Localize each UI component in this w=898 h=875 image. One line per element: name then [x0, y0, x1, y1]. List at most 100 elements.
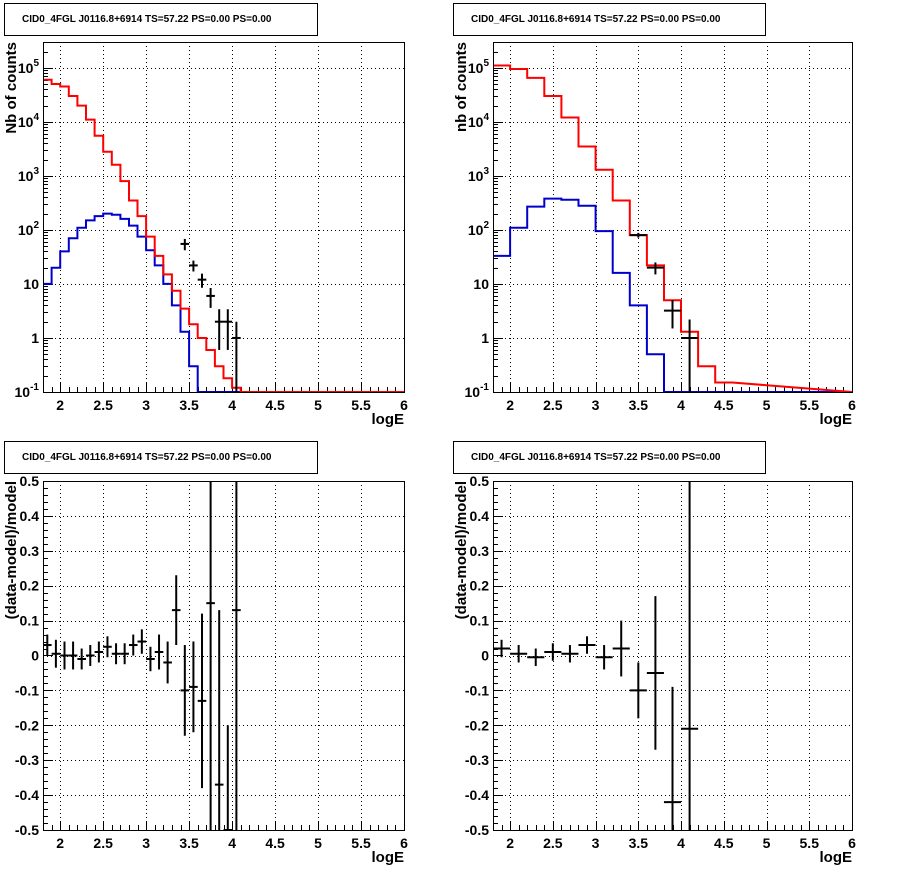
x-tick-label: 5	[314, 397, 322, 413]
y-tick-label: -0.2	[465, 717, 489, 733]
grid	[43, 481, 404, 830]
minor-ticks	[43, 42, 405, 393]
residual-point	[171, 575, 181, 646]
x-tick-label: 5.5	[800, 835, 820, 851]
x-tick-label: 4	[228, 397, 236, 413]
total-model-histogram	[493, 64, 853, 393]
y-tick-label: -0.3	[465, 752, 489, 768]
data-point	[629, 232, 647, 238]
x-tick-label: 4.5	[265, 835, 285, 851]
y-tick-label: 0.2	[20, 578, 40, 594]
y-tick-label: 0.3	[470, 543, 490, 559]
residual-point	[578, 636, 596, 654]
x-tick-label: 3.5	[629, 397, 649, 413]
data-point	[646, 262, 664, 275]
y-tick-label: 103	[18, 166, 40, 184]
data-point	[214, 309, 224, 350]
y-tick-label: -0.4	[465, 787, 489, 803]
source-model-histogram	[493, 197, 852, 393]
data-point	[663, 300, 682, 329]
y-tick-label: 0	[31, 648, 39, 664]
x-tick-label: 5.5	[351, 835, 371, 851]
x-tick-label: 2.5	[543, 397, 563, 413]
x-tick-label: 5.5	[800, 397, 820, 413]
y-tick-label: 0.1	[20, 613, 40, 629]
x-tick-label: 5	[763, 397, 771, 413]
y-tick-label: 1	[481, 330, 489, 346]
x-tick-label: 2.5	[93, 835, 113, 851]
title-box	[4, 3, 318, 36]
x-tick-label: 6	[400, 835, 408, 851]
x-tick-label: 4.5	[714, 835, 734, 851]
residual-point	[180, 645, 190, 736]
grid	[493, 42, 852, 392]
residual-point	[544, 643, 562, 661]
chart-title: CID0_4FGL J0116.8+6914 TS=57.22 PS=0.00 …	[471, 14, 721, 25]
x-tick-label: 6	[848, 835, 856, 851]
y-tick-label: -0.5	[15, 822, 39, 838]
residual-point	[60, 641, 69, 670]
title-box	[4, 441, 318, 474]
y-tick-label: 104	[468, 112, 490, 130]
total-model-histogram	[43, 78, 404, 393]
y-tick-label: 10	[23, 276, 39, 292]
residual-point	[629, 662, 647, 719]
residual-point	[561, 645, 579, 663]
x-tick-label: 2	[506, 835, 514, 851]
data-point	[223, 309, 233, 350]
residual-point	[527, 648, 545, 666]
y-tick-label: -0.4	[15, 787, 39, 803]
plot-frame	[43, 481, 405, 831]
chart-panel-1: CID0_4FGL J0116.8+6914 TS=57.22 PS=0.00 …	[3, 3, 408, 428]
residual-point	[146, 646, 155, 672]
x-tick-label: 5	[314, 835, 322, 851]
x-tick-label: 2	[56, 397, 64, 413]
residual-point	[120, 643, 129, 665]
residual-point	[111, 643, 121, 665]
y-axis-label: nb of counts	[453, 42, 470, 132]
residual-point	[646, 596, 664, 750]
x-tick-label: 3	[592, 835, 600, 851]
x-tick-label: 6	[848, 397, 856, 413]
y-tick-label: -0.2	[15, 717, 39, 733]
plot-frame	[493, 481, 853, 831]
y-tick-label: 105	[18, 58, 40, 76]
data-point	[197, 273, 207, 288]
grid	[43, 42, 404, 392]
residual-point	[137, 629, 147, 654]
residual-point	[223, 725, 233, 831]
minor-ticks	[493, 42, 853, 393]
y-tick-label: 1	[31, 330, 39, 346]
title-box	[453, 441, 766, 474]
y-tick-label: 0.4	[20, 508, 40, 524]
x-tick-label: 3.5	[179, 835, 199, 851]
x-tick-label: 4.5	[714, 397, 734, 413]
x-tick-label: 4	[677, 397, 685, 413]
residual-point	[77, 648, 86, 670]
chart-panel-2: CID0_4FGL J0116.8+6914 TS=57.22 PS=0.00 …	[453, 3, 856, 428]
x-tick-label: 4.5	[265, 397, 285, 413]
x-tick-label: 3	[592, 397, 600, 413]
residual-point	[493, 639, 511, 658]
y-tick-label: 104	[18, 112, 40, 130]
residual-point	[214, 610, 224, 830]
y-tick-label: 0.3	[20, 543, 40, 559]
x-tick-label: 3	[142, 397, 150, 413]
residual-point	[595, 645, 613, 670]
x-tick-label: 4	[228, 835, 236, 851]
x-tick-label: 2.5	[93, 397, 113, 413]
y-tick-label: 0.4	[470, 508, 490, 524]
title-box	[453, 3, 766, 36]
x-tick-label: 3.5	[179, 397, 199, 413]
residual-point	[163, 641, 172, 684]
y-tick-label: -0.5	[465, 822, 489, 838]
y-tick-label: 10-1	[465, 382, 490, 400]
x-axis-label: logE	[820, 849, 853, 866]
residual-point	[51, 639, 61, 668]
residual-point	[43, 634, 52, 656]
residual-point	[154, 634, 164, 670]
y-tick-label: 0.2	[470, 578, 490, 594]
x-tick-label: 2	[506, 397, 514, 413]
plot-frame	[493, 42, 853, 393]
